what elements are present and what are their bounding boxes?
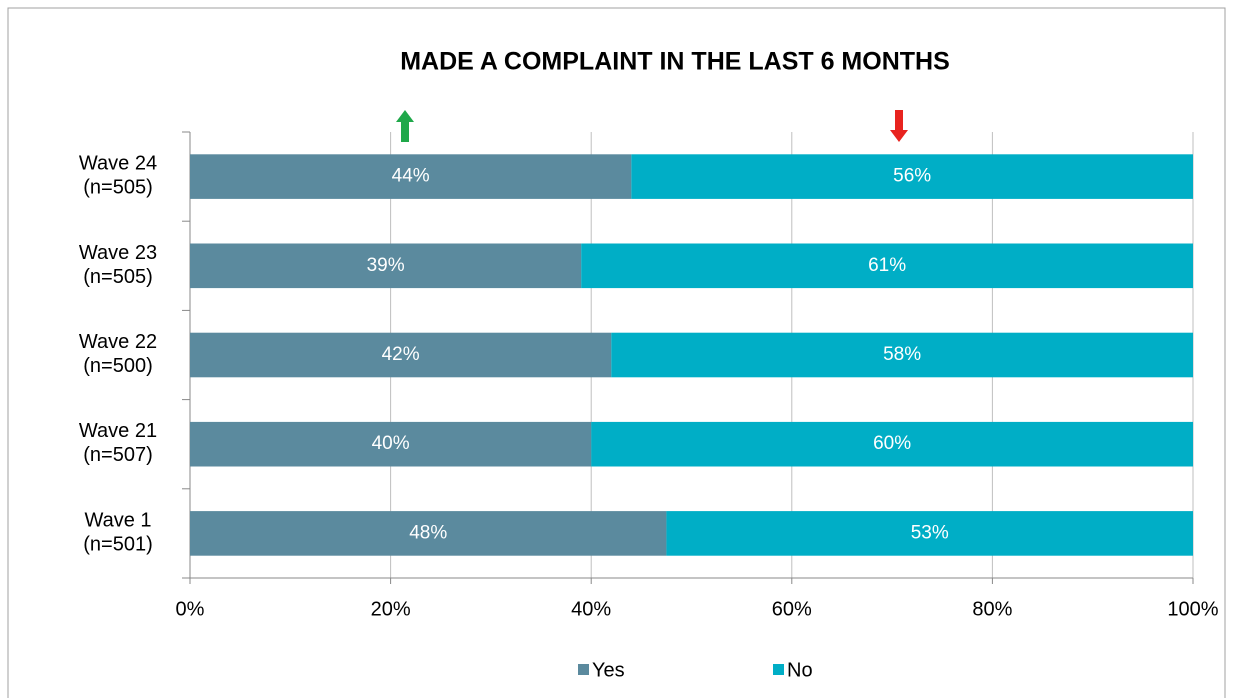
x-tick-label: 40% [571,598,611,620]
x-tick-label: 100% [1167,598,1218,620]
up-arrow [396,110,414,142]
bar-segment [666,511,1193,556]
bar-segment [581,243,1193,289]
x-tick-label: 60% [772,598,812,620]
data-label: 42% [382,344,420,365]
chart-border [7,7,1226,698]
legend-swatch [578,664,589,675]
data-label: 44% [392,166,430,187]
x-tick-label: 80% [972,598,1012,620]
data-label: 61% [868,255,906,276]
bar-segment [190,243,582,289]
down-arrow [890,110,908,142]
data-label: 60% [873,433,911,454]
bar-segment [190,154,632,199]
data-label: 40% [372,433,410,454]
y-tick-label: Wave 22 (n=500) [79,331,157,377]
x-tick-label: 20% [371,598,411,620]
chart-title: MADE A COMPLAINT IN THE LAST 6 MONTHS [400,48,950,76]
legend-swatch [773,664,784,675]
bar-segment [591,421,1193,467]
bar-segment [190,421,592,467]
data-label: 48% [409,522,447,543]
y-tick-label: Wave 23 (n=505) [79,242,157,288]
data-label: 56% [893,166,931,187]
x-tick-label: 0% [176,598,205,620]
data-label: 53% [911,522,949,543]
y-tick-label: Wave 24 (n=505) [79,153,157,199]
y-tick-label: Wave 1 (n=501) [83,510,153,556]
y-tick-label: Wave 21 (n=507) [79,420,157,466]
legend-label: No [787,659,813,681]
bar-segment [190,332,612,378]
bar-segment [190,511,667,556]
bar-segment [631,154,1193,199]
data-label: 39% [367,255,405,276]
data-label: 58% [883,344,921,365]
legend-label: Yes [592,659,625,681]
bar-segment [611,332,1193,378]
